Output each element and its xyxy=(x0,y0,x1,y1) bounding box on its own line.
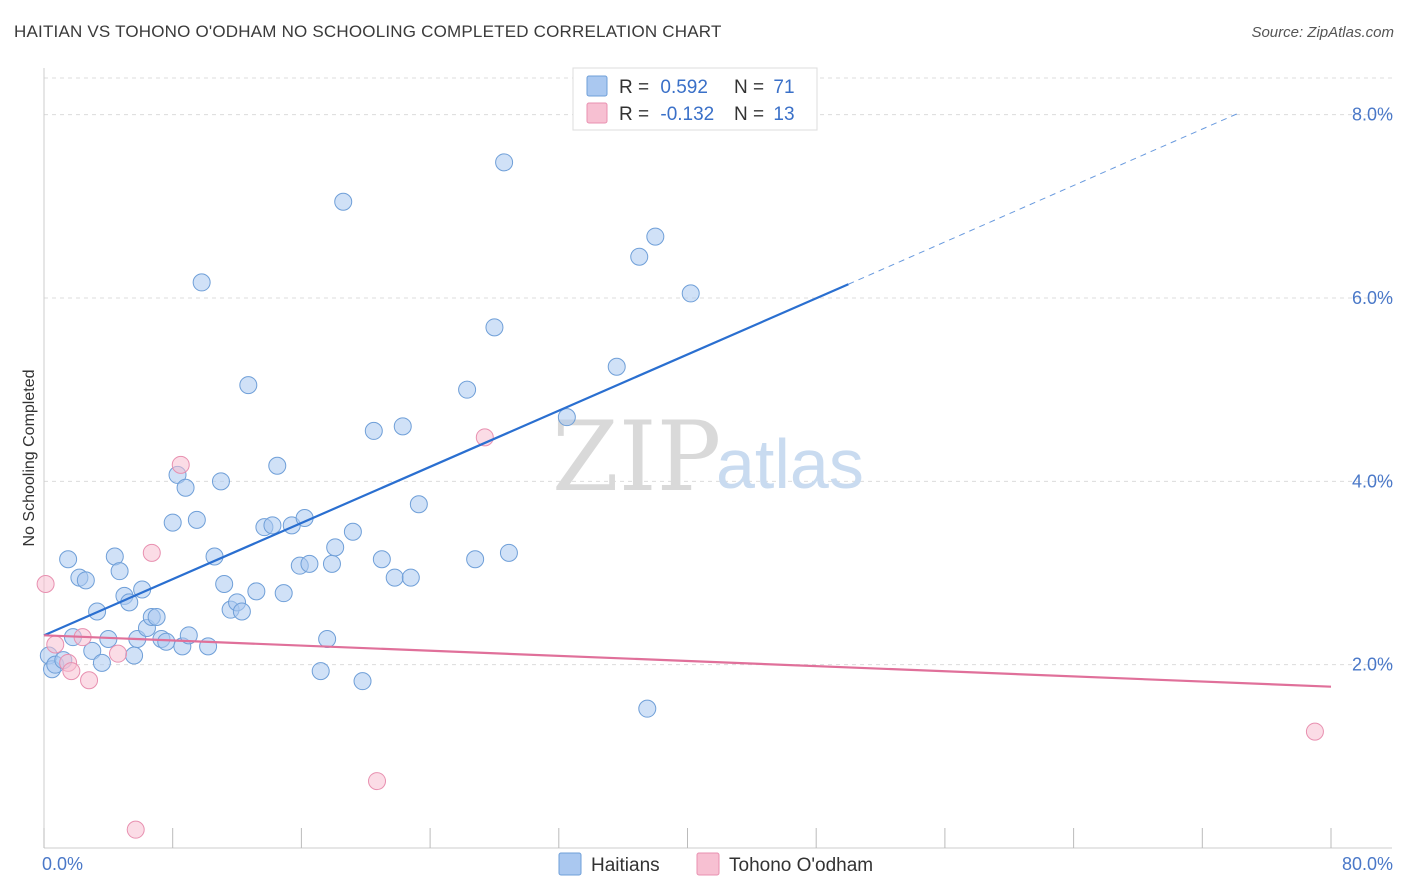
point-haitians xyxy=(409,495,428,514)
point-haitians xyxy=(247,582,266,601)
point-tohono xyxy=(36,575,55,593)
data-points xyxy=(36,153,1324,839)
point-haitians xyxy=(125,646,144,665)
point-tohono xyxy=(46,635,65,654)
point-haitians xyxy=(199,637,218,656)
point-haitians xyxy=(393,417,412,436)
point-haitians xyxy=(495,153,514,172)
point-haitians xyxy=(192,273,211,292)
series-legend-swatch-haitians xyxy=(558,852,582,876)
point-haitians xyxy=(646,227,665,246)
svg-text:N = 13: N = 13 xyxy=(734,104,795,125)
point-haitians xyxy=(630,247,649,266)
point-haitians xyxy=(557,408,576,427)
svg-text:R = -0.132: R = -0.132 xyxy=(619,104,714,125)
point-haitians xyxy=(385,568,404,587)
trend-line-haitians xyxy=(43,283,849,637)
chart-title: HAITIAN VS TOHONO O'ODHAM NO SCHOOLING C… xyxy=(14,22,722,41)
trend-line-tohono xyxy=(43,634,1332,688)
legend-n-label-1: N = xyxy=(734,77,769,98)
point-haitians xyxy=(157,632,176,651)
point-tohono xyxy=(142,543,161,562)
point-haitians xyxy=(458,380,477,399)
point-haitians xyxy=(268,456,287,475)
point-haitians xyxy=(215,575,234,593)
trend-line-haitians-extension xyxy=(848,112,1240,285)
point-haitians xyxy=(499,543,518,562)
point-haitians xyxy=(179,626,198,645)
point-haitians xyxy=(300,554,319,573)
svg-text:R = 0.592: R = 0.592 xyxy=(619,77,708,98)
point-tohono xyxy=(109,644,128,663)
y-axis-label: No Schooling Completed xyxy=(21,370,38,547)
point-tohono xyxy=(80,671,99,690)
point-haitians xyxy=(638,699,657,718)
point-tohono xyxy=(126,820,145,839)
point-haitians xyxy=(92,653,111,672)
legend-r-label-2: R = xyxy=(619,104,654,125)
svg-text:N = 71: N = 71 xyxy=(734,77,795,98)
point-tohono xyxy=(1305,722,1324,741)
x-tick-label: 80.0% xyxy=(1342,854,1393,874)
y-tick-label: 6.0% xyxy=(1352,288,1393,308)
point-haitians xyxy=(274,584,293,603)
watermark: ZIP atlas xyxy=(552,401,864,513)
point-haitians xyxy=(607,357,626,376)
point-haitians xyxy=(311,662,330,681)
point-haitians xyxy=(343,522,362,541)
point-haitians xyxy=(232,602,251,621)
point-tohono xyxy=(171,455,190,474)
legend-swatch-pink xyxy=(586,102,608,124)
point-haitians xyxy=(187,510,206,529)
point-haitians xyxy=(364,421,383,440)
trend-lines xyxy=(43,112,1332,688)
point-haitians xyxy=(211,472,230,491)
point-haitians xyxy=(110,562,129,581)
point-haitians xyxy=(681,284,700,303)
y-tick-label: 8.0% xyxy=(1352,105,1393,125)
point-haitians xyxy=(83,641,102,660)
source-label: Source: ZipAtlas.com xyxy=(1251,24,1394,41)
axes xyxy=(43,68,1392,849)
point-haitians xyxy=(334,192,353,211)
y-tick-label: 4.0% xyxy=(1352,471,1393,491)
point-haitians xyxy=(147,608,166,626)
point-haitians xyxy=(372,550,391,569)
point-haitians xyxy=(466,550,485,569)
point-haitians xyxy=(239,376,258,395)
point-haitians xyxy=(163,513,182,532)
legend-n-value-2: 13 xyxy=(773,104,794,125)
point-haitians xyxy=(318,630,337,648)
grid-lines xyxy=(44,77,1392,666)
x-tick-label: 0.0% xyxy=(42,854,83,874)
point-haitians xyxy=(76,571,95,590)
legend-n-value-1: 71 xyxy=(773,77,794,98)
series-legend-label-haitians: Haitians xyxy=(591,855,660,876)
point-haitians xyxy=(176,478,195,497)
stats-legend: R = 0.592 N = 71 R = -0.132 N = 13 xyxy=(572,67,818,131)
point-tohono xyxy=(368,772,387,791)
y-tick-label: 2.0% xyxy=(1352,655,1393,675)
watermark-zip: ZIP xyxy=(552,401,721,513)
series-legend-label-tohono: Tohono O'odham xyxy=(729,855,873,876)
point-haitians xyxy=(263,516,282,535)
legend-box xyxy=(572,67,818,131)
series-legend-swatch-tohono xyxy=(696,852,720,876)
legend-r-value-2: -0.132 xyxy=(660,104,714,125)
legend-r-value-1: 0.592 xyxy=(660,77,708,98)
point-haitians xyxy=(322,554,341,573)
series-legend: Haitians Tohono O'odham xyxy=(558,852,873,876)
legend-r-label-1: R = xyxy=(619,77,654,98)
point-haitians xyxy=(326,538,345,557)
point-haitians xyxy=(485,318,504,337)
watermark-atlas: atlas xyxy=(716,425,864,503)
legend-swatch-blue xyxy=(586,75,608,97)
legend-n-label-2: N = xyxy=(734,104,769,125)
point-haitians xyxy=(59,550,78,569)
point-haitians xyxy=(401,568,420,587)
point-tohono xyxy=(62,662,81,681)
tick-labels: 2.0% 4.0% 6.0% 8.0% 0.0% 80.0% xyxy=(42,105,1393,874)
point-haitians xyxy=(353,672,372,691)
